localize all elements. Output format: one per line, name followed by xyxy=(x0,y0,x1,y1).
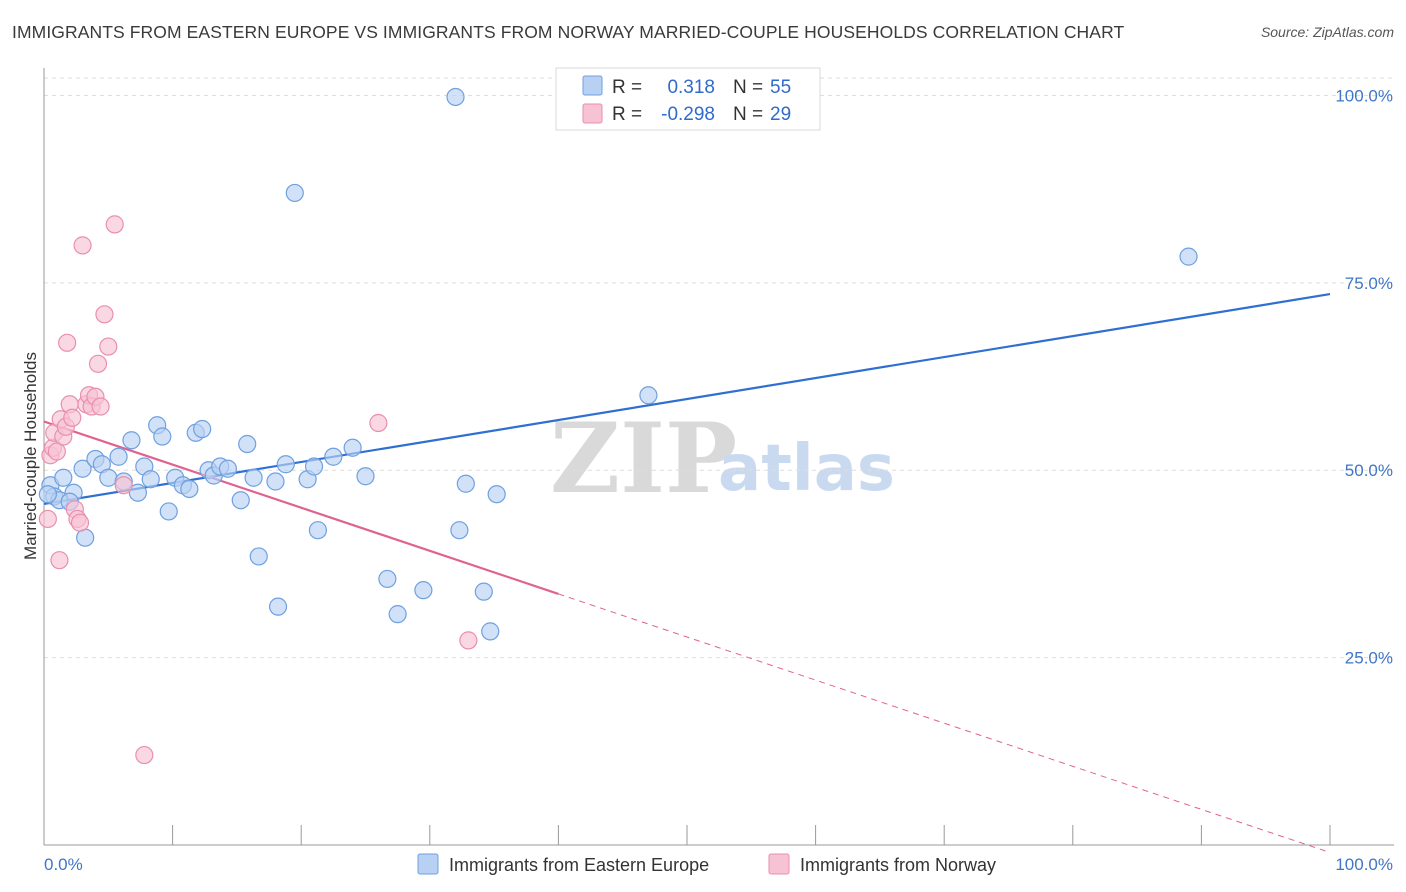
point-eastern-europe xyxy=(487,485,506,504)
point-norway xyxy=(105,215,124,234)
trendlines xyxy=(43,293,1331,853)
point-eastern-europe xyxy=(639,386,658,405)
point-norway xyxy=(73,236,92,255)
point-eastern-europe xyxy=(38,485,57,504)
point-norway xyxy=(63,408,82,427)
series-norway-points xyxy=(38,215,478,765)
point-eastern-europe xyxy=(446,87,465,107)
point-eastern-europe xyxy=(231,491,250,510)
legend-swatch-blue xyxy=(582,75,603,96)
legend-swatch-pink xyxy=(582,103,603,124)
series-legend: Immigrants from Eastern Europe Immigrant… xyxy=(417,853,996,875)
point-eastern-europe xyxy=(324,447,343,466)
bottom-legend-label-norway: Immigrants from Norway xyxy=(800,855,996,875)
point-eastern-europe xyxy=(388,605,407,624)
point-eastern-europe xyxy=(153,427,172,446)
point-eastern-europe xyxy=(180,479,199,499)
point-eastern-europe xyxy=(276,455,295,474)
bottom-legend-label-eastern-europe: Immigrants from Eastern Europe xyxy=(449,855,709,875)
point-eastern-europe xyxy=(159,502,178,521)
point-eastern-europe xyxy=(308,521,328,540)
y-axis-label: Married-couple Households xyxy=(21,352,40,560)
y-tick-label: 50.0% xyxy=(1345,461,1393,480)
point-eastern-europe xyxy=(450,521,469,540)
point-eastern-europe xyxy=(193,419,212,439)
point-norway xyxy=(50,551,69,570)
bottom-legend-swatch-blue xyxy=(417,853,439,875)
point-norway xyxy=(47,442,66,461)
point-eastern-europe xyxy=(73,459,92,478)
watermark-atlas: atlas xyxy=(718,432,895,506)
point-norway xyxy=(135,745,154,765)
y-tick-label: 75.0% xyxy=(1345,274,1393,293)
point-norway xyxy=(70,513,90,532)
correlation-legend: R = 0.318 N = 55 R = -0.298 N = 29 xyxy=(555,67,821,131)
point-eastern-europe xyxy=(141,470,160,489)
point-eastern-europe xyxy=(356,467,375,486)
point-eastern-europe xyxy=(414,581,433,600)
point-norway xyxy=(114,476,133,495)
legend-r-value-2: -0.298 xyxy=(661,104,715,125)
point-eastern-europe xyxy=(268,597,288,616)
point-norway xyxy=(91,397,110,416)
series-eastern-europe-points xyxy=(38,87,1198,641)
gridlines xyxy=(44,77,1394,659)
point-eastern-europe xyxy=(244,468,263,487)
point-eastern-europe xyxy=(474,582,493,601)
legend-n-value-1: 55 xyxy=(770,77,791,98)
point-eastern-europe xyxy=(285,183,304,203)
trendline-eastern-europe xyxy=(43,293,1331,506)
y-tick-labels: 25.0% 50.0% 75.0% 100.0% xyxy=(1335,86,1393,667)
point-norway xyxy=(95,305,114,324)
legend-n-label-1: N = xyxy=(733,77,763,98)
legend-n-value-2: 29 xyxy=(770,104,791,125)
bottom-legend-swatch-pink xyxy=(768,853,790,875)
point-eastern-europe xyxy=(456,474,475,493)
point-eastern-europe xyxy=(481,622,500,641)
point-eastern-europe xyxy=(54,468,73,487)
point-eastern-europe xyxy=(304,457,324,476)
y-tick-label: 25.0% xyxy=(1345,649,1393,668)
point-norway xyxy=(459,631,478,650)
point-norway xyxy=(58,333,77,352)
point-eastern-europe xyxy=(266,472,285,491)
point-eastern-europe xyxy=(249,547,268,566)
legend-r-label-1: R = xyxy=(612,77,642,98)
x-ticks xyxy=(43,825,1331,845)
legend-r-label-2: R = xyxy=(612,104,642,125)
trendline-norway xyxy=(43,420,559,595)
x-tick-labels: 0.0% 100.0% xyxy=(44,855,1393,874)
point-norway xyxy=(369,413,388,433)
source-label: Source: ZipAtlas.com xyxy=(1260,24,1394,40)
y-tick-label: 100.0% xyxy=(1335,86,1393,105)
trendline-norway-extrapolated xyxy=(558,593,1331,853)
point-eastern-europe xyxy=(122,431,141,450)
watermark-zip: ZIP xyxy=(550,402,737,515)
point-eastern-europe xyxy=(99,468,118,487)
point-norway xyxy=(38,509,57,529)
point-eastern-europe xyxy=(238,434,257,454)
point-norway xyxy=(99,337,118,356)
x-tick-label-max: 100.0% xyxy=(1335,855,1393,874)
legend-n-label-2: N = xyxy=(733,104,763,125)
point-eastern-europe xyxy=(378,569,397,589)
point-eastern-europe xyxy=(1179,247,1198,266)
legend-r-value-1: 0.318 xyxy=(667,77,715,98)
x-tick-label-min: 0.0% xyxy=(44,855,83,874)
point-norway xyxy=(88,354,108,373)
chart-title: IMMIGRANTS FROM EASTERN EUROPE VS IMMIGR… xyxy=(12,22,1125,42)
point-eastern-europe xyxy=(109,447,128,466)
point-eastern-europe xyxy=(343,438,362,457)
point-eastern-europe xyxy=(218,459,237,478)
point-eastern-europe xyxy=(128,483,147,502)
